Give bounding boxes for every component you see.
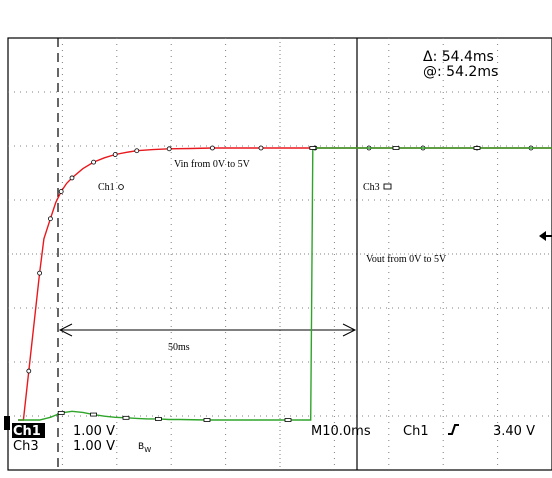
vin-annotation: Vin from 0V to 5V (174, 159, 251, 170)
ch3-status-label[interactable]: Ch3 (13, 439, 39, 454)
data-point-ch3 (309, 146, 317, 150)
ch3-tag-marker (383, 183, 392, 190)
data-point-ch3 (203, 418, 211, 422)
data-point-ch1 (209, 145, 215, 151)
ch1-trace-tag: Ch1 (98, 182, 115, 193)
data-point-ch1 (112, 152, 118, 157)
data-point-ch1 (91, 159, 96, 165)
span-annotation: 50ms (168, 342, 190, 353)
data-point-ch3 (90, 412, 97, 417)
data-point-ch3 (392, 146, 400, 150)
data-point-ch1 (258, 145, 264, 151)
data-point-ch3 (473, 146, 481, 150)
data-point-ch3 (154, 417, 162, 421)
span-arrow (58, 323, 357, 337)
ch1-ground-marker[interactable] (4, 416, 10, 430)
ch1-tag-marker (118, 184, 124, 190)
traces (18, 145, 552, 422)
data-point-ch1 (69, 175, 75, 181)
bandwidth-limit: BW (138, 442, 151, 454)
trigger-level-arrow[interactable] (539, 231, 552, 241)
ch3-scale: 1.00 V (73, 439, 115, 454)
graticule (8, 38, 552, 470)
at-readout: @: 54.2ms (423, 64, 498, 80)
trigger-source[interactable]: Ch1 (403, 424, 429, 439)
data-point-ch1 (37, 270, 42, 276)
ch1-status-label[interactable]: Ch1 (13, 424, 41, 439)
vout-annotation: Vout from 0V to 5V (366, 254, 447, 265)
trigger-level[interactable]: 3.40 V (493, 424, 535, 439)
data-point-ch1 (58, 189, 64, 194)
data-point-ch3 (57, 411, 65, 415)
data-point-ch1 (134, 148, 140, 154)
rising-edge-icon (448, 424, 459, 435)
data-point-ch1 (166, 146, 172, 152)
timebase-readout[interactable]: M10.0ms (311, 424, 371, 439)
data-point-ch3 (284, 418, 292, 422)
data-point-ch1 (26, 368, 32, 374)
data-point-ch3 (122, 415, 130, 420)
delta-readout: Δ: 54.4ms (423, 49, 494, 65)
data-point-ch1 (48, 216, 53, 222)
ch1-scale: 1.00 V (73, 424, 115, 439)
ch1-label-box (12, 423, 45, 438)
ch3-trace-tag: Ch3 (363, 182, 380, 193)
